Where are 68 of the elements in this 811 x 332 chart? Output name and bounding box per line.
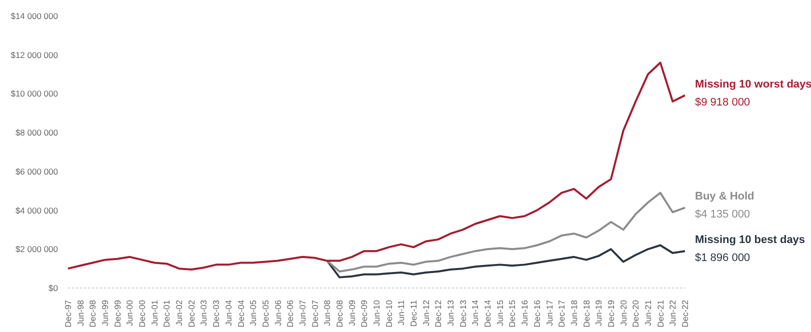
x-tick-label: Dec-97	[63, 300, 73, 328]
x-tick-label: Jun-12	[420, 300, 431, 326]
x-tick-label: Dec-01	[162, 300, 172, 328]
x-tick-label: Dec-17	[556, 300, 567, 328]
y-tick-label: $10 000 000	[10, 88, 58, 99]
line-series	[326, 192, 686, 272]
x-tick-label: Dec-05	[260, 300, 270, 328]
x-tick-label: Dec-14	[482, 300, 493, 328]
x-tick-label: Dec-13	[458, 300, 468, 328]
x-tick-label: Jun-21	[642, 300, 653, 326]
x-tick-label: Jun-11	[396, 300, 406, 326]
x-tick-label: Jun-14	[470, 300, 480, 326]
y-tick-label: $2 000 000	[15, 244, 58, 254]
y-tick-label: $14 000 000	[10, 11, 58, 21]
x-tick-label: Jun-17	[544, 300, 554, 326]
x-tick-label: Jun-98	[75, 300, 86, 326]
x-tick-label: Jun-16	[520, 300, 530, 326]
x-tick-label: Dec-02	[186, 300, 196, 328]
x-tick-label: Dec-04	[236, 300, 246, 328]
x-tick-label: Dec-20	[630, 300, 641, 328]
x-tick-label: Jun-08	[322, 300, 332, 326]
x-tick-label: Dec-06	[285, 300, 296, 328]
x-tick-label: Jun-99	[100, 300, 110, 326]
series-label: Missing 10 worst days	[695, 78, 811, 90]
x-tick-label: Jun-06	[272, 300, 283, 326]
x-tick-label: Jun-07	[297, 300, 308, 326]
line-series	[326, 244, 686, 278]
x-tick-label: Dec-16	[532, 300, 542, 328]
x-tick-label: Dec-10	[384, 300, 394, 328]
x-tick-label: Dec-18	[581, 300, 592, 328]
x-tick-label: Dec-09	[359, 300, 370, 328]
x-tick-label: Jun-18	[568, 300, 579, 326]
x-tick-label: Jun-19	[594, 300, 604, 326]
x-tick-label: Dec-08	[334, 300, 344, 328]
y-tick-label: $12 000 000	[10, 50, 58, 60]
annotation: $1 896 000	[695, 252, 750, 264]
x-tick-label: Jun-20	[618, 300, 628, 326]
x-tick-label: Jun-13	[446, 300, 456, 326]
x-tick-label: Jun-09	[346, 300, 357, 326]
x-tick-label: Jun-15	[494, 300, 505, 326]
x-tick-label: Jun-04	[223, 300, 234, 326]
x-tick-label: Dec-19	[606, 300, 616, 328]
x-tick-label: Dec-21	[655, 300, 666, 328]
x-tick-label: Dec-22	[680, 300, 690, 328]
y-tick-label: $6 000 000	[15, 166, 58, 176]
x-tick-label: Dec-12	[433, 300, 444, 328]
x-tick-label: Jun-01	[149, 300, 160, 326]
x-tick-label: Dec-15	[507, 300, 518, 328]
x-tick-label: Jun-10	[372, 300, 382, 326]
y-tick-label: $4 000 000	[15, 205, 58, 216]
x-tick-label: Jun-02	[174, 300, 184, 326]
y-tick-label: $8 000 000	[15, 128, 58, 138]
line-series	[67, 62, 686, 271]
x-tick-label: Jun-03	[198, 300, 209, 326]
x-tick-label: Dec-99	[112, 300, 122, 328]
x-tick-label: Jun-05	[248, 300, 258, 326]
x-tick-label: Jun-22	[668, 300, 678, 326]
x-tick-label: Dec-98	[88, 300, 98, 328]
y-tick-label: $0	[48, 283, 58, 293]
x-tick-label: Dec-07	[310, 300, 320, 328]
series-label: Missing 10 best days	[695, 234, 806, 246]
x-tick-label: Dec-00	[137, 300, 148, 328]
x-tick-label: Dec-03	[211, 300, 222, 328]
annotation: $9 918 000	[695, 96, 750, 108]
annotation: $4 135 000	[695, 208, 750, 221]
series-label: Buy & Hold	[695, 190, 754, 203]
x-tick-label: Dec-11	[408, 300, 419, 327]
x-tick-label: Jun-00	[124, 300, 135, 326]
